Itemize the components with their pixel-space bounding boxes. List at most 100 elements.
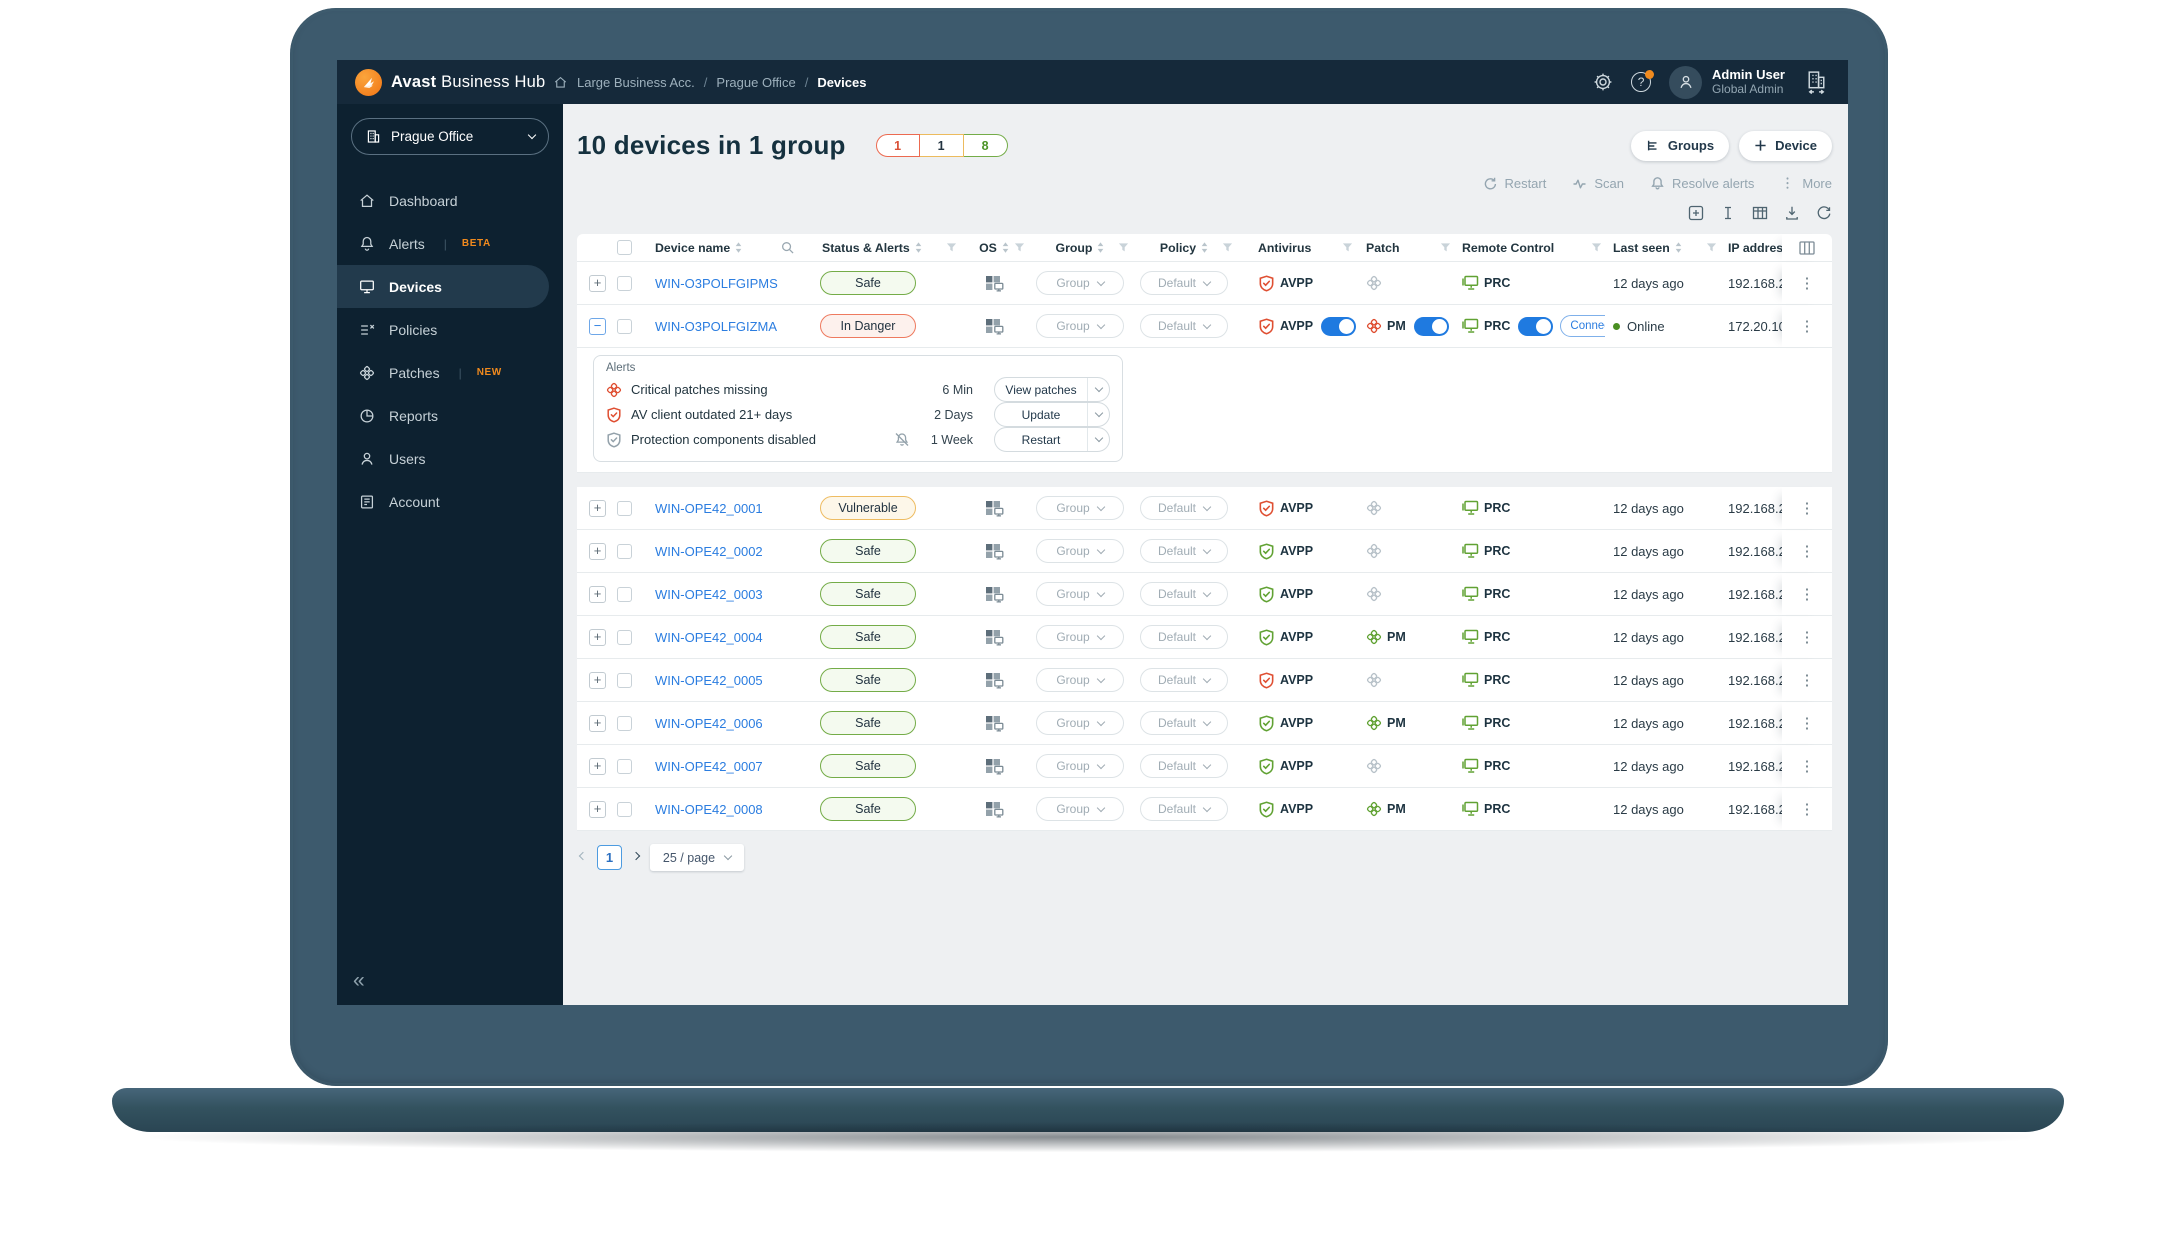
header-os[interactable]: OS: [960, 234, 1028, 261]
sort-icon[interactable]: [1097, 242, 1104, 253]
group-dropdown[interactable]: Group: [1036, 496, 1124, 520]
device-link[interactable]: WIN-OPE42_0004: [655, 629, 763, 645]
breadcrumb-item[interactable]: Large Business Acc.: [577, 74, 695, 90]
header-device-name[interactable]: Device name: [655, 234, 820, 261]
filter-funnel-icon[interactable]: [946, 242, 957, 253]
search-icon[interactable]: [781, 241, 794, 254]
device-link[interactable]: WIN-OPE42_0002: [655, 543, 763, 559]
row-checkbox[interactable]: [617, 275, 632, 291]
row-checkbox[interactable]: [617, 629, 632, 645]
policy-dropdown[interactable]: Default: [1140, 539, 1228, 563]
sidebar-item-devices[interactable]: Devices: [337, 265, 549, 308]
header-patch[interactable]: Patch: [1356, 234, 1454, 261]
add-device-button[interactable]: Device: [1739, 130, 1832, 161]
row-checkbox[interactable]: [617, 500, 632, 516]
kebab-menu-icon[interactable]: ⋮: [1799, 629, 1815, 646]
help-icon[interactable]: ?: [1631, 70, 1655, 92]
filter-funnel-icon[interactable]: [1706, 242, 1717, 253]
policy-dropdown[interactable]: Default: [1140, 271, 1228, 295]
sort-icon[interactable]: [1201, 242, 1208, 253]
action-resolve-alerts[interactable]: Resolve alerts: [1650, 176, 1754, 191]
device-link[interactable]: WIN-OPE42_0003: [655, 586, 763, 602]
sort-icon[interactable]: [735, 242, 742, 253]
device-link[interactable]: WIN-O3POLFGIPMS: [655, 275, 778, 291]
row-checkbox[interactable]: [617, 715, 632, 731]
policy-dropdown[interactable]: Default: [1140, 496, 1228, 520]
kebab-menu-icon[interactable]: ⋮: [1799, 275, 1815, 292]
page-size-select[interactable]: 25 / page: [650, 844, 744, 871]
policy-dropdown[interactable]: Default: [1140, 711, 1228, 735]
group-dropdown[interactable]: Group: [1036, 668, 1124, 692]
org-selector[interactable]: Prague Office: [351, 118, 549, 155]
policy-dropdown[interactable]: Default: [1140, 797, 1228, 821]
kebab-menu-icon[interactable]: ⋮: [1799, 586, 1815, 603]
sort-icon[interactable]: [915, 242, 922, 253]
sidebar-item-account[interactable]: Account: [337, 480, 549, 523]
sidebar-item-policies[interactable]: Policies: [337, 308, 549, 351]
device-count-danger[interactable]: 1: [875, 134, 920, 157]
kebab-menu-icon[interactable]: ⋮: [1799, 543, 1815, 560]
device-link[interactable]: WIN-O3POLFGIZMA: [655, 318, 778, 334]
group-dropdown[interactable]: Group: [1036, 711, 1124, 735]
row-checkbox[interactable]: [617, 672, 632, 688]
alert-action-button[interactable]: Restart: [994, 427, 1110, 452]
policy-dropdown[interactable]: Default: [1140, 625, 1228, 649]
policy-dropdown[interactable]: Default: [1140, 668, 1228, 692]
group-dropdown[interactable]: Group: [1036, 797, 1124, 821]
row-checkbox[interactable]: [617, 543, 632, 559]
group-dropdown[interactable]: Group: [1036, 582, 1124, 606]
sidebar-item-patches[interactable]: Patches | NEW: [337, 351, 549, 394]
expand-row-button[interactable]: +: [589, 585, 606, 603]
current-page[interactable]: 1: [597, 845, 622, 870]
alert-action-button[interactable]: Update: [994, 402, 1110, 427]
breadcrumb-item[interactable]: Prague Office: [716, 74, 796, 90]
row-checkbox[interactable]: [617, 318, 632, 334]
header-remote-control[interactable]: Remote Control: [1454, 234, 1605, 261]
kebab-menu-icon[interactable]: ⋮: [1799, 715, 1815, 732]
group-dropdown[interactable]: Group: [1036, 754, 1124, 778]
alert-action-chevron[interactable]: [1087, 378, 1109, 401]
device-count-warning[interactable]: 1: [919, 134, 964, 157]
device-link[interactable]: WIN-OPE42_0001: [655, 500, 763, 516]
header-antivirus[interactable]: Antivirus: [1236, 234, 1356, 261]
alert-action-chevron[interactable]: [1087, 403, 1109, 426]
header-policy[interactable]: Policy: [1132, 234, 1236, 261]
row-checkbox[interactable]: [617, 586, 632, 602]
kebab-menu-icon[interactable]: ⋮: [1799, 672, 1815, 689]
sidebar-item-alerts[interactable]: Alerts | BETA: [337, 222, 549, 265]
group-dropdown[interactable]: Group: [1036, 271, 1124, 295]
groups-button[interactable]: Groups: [1630, 130, 1730, 161]
sidebar-item-dashboard[interactable]: Dashboard: [337, 179, 549, 222]
patch-toggle[interactable]: [1413, 316, 1449, 336]
expand-row-button[interactable]: +: [589, 542, 606, 560]
user-menu[interactable]: Admin User Global Admin: [1669, 65, 1785, 99]
sidebar-collapse-button[interactable]: «: [353, 969, 365, 992]
refresh-icon[interactable]: [1816, 205, 1832, 221]
columns-icon[interactable]: [1799, 240, 1815, 255]
filter-funnel-icon[interactable]: [1118, 242, 1129, 253]
expand-row-button[interactable]: +: [589, 757, 606, 775]
policy-dropdown[interactable]: Default: [1140, 582, 1228, 606]
sidebar-item-users[interactable]: Users: [337, 437, 549, 480]
header-ip-address[interactable]: IP address: [1720, 234, 1782, 261]
policy-dropdown[interactable]: Default: [1140, 314, 1228, 338]
filter-funnel-icon[interactable]: [1222, 242, 1233, 253]
action-restart[interactable]: Restart: [1482, 176, 1546, 191]
filter-funnel-icon[interactable]: [1591, 242, 1602, 253]
action-more[interactable]: More: [1780, 176, 1832, 191]
device-link[interactable]: WIN-OPE42_0007: [655, 758, 763, 774]
remote-control-toggle[interactable]: [1518, 316, 1554, 336]
row-checkbox[interactable]: [617, 758, 632, 774]
expand-row-button[interactable]: +: [589, 499, 606, 517]
expand-row-button[interactable]: +: [589, 671, 606, 689]
connect-button[interactable]: Connect: [1560, 315, 1605, 337]
rename-icon[interactable]: [1720, 205, 1736, 221]
expand-row-button[interactable]: +: [589, 714, 606, 732]
settings-gear-icon[interactable]: [1593, 72, 1613, 92]
select-all-checkbox[interactable]: [617, 240, 632, 255]
action-scan[interactable]: Scan: [1572, 176, 1624, 191]
sidebar-item-reports[interactable]: Reports: [337, 394, 549, 437]
expand-row-button[interactable]: +: [589, 628, 606, 646]
sort-icon[interactable]: [1675, 242, 1682, 253]
export-icon[interactable]: [1784, 205, 1800, 221]
